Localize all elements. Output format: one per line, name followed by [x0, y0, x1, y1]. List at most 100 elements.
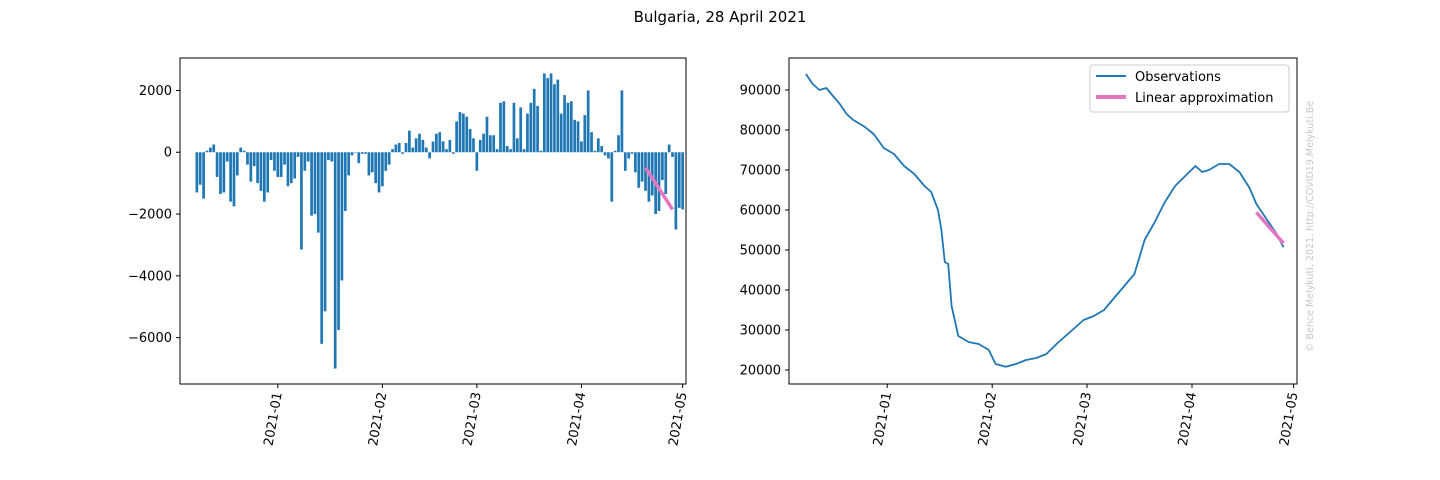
daily-change-bar — [522, 149, 526, 153]
daily-change-bar — [239, 147, 243, 153]
daily-change-bar — [630, 152, 634, 154]
daily-change-bar — [219, 152, 222, 194]
left-x-tick-label: 2021-04 — [565, 391, 589, 447]
daily-change-bar — [384, 152, 388, 171]
left-trend-line — [644, 166, 674, 211]
daily-change-bar — [488, 135, 492, 153]
daily-change-bar — [559, 113, 563, 153]
daily-change-bar — [590, 132, 593, 153]
observations-line — [805, 73, 1285, 368]
daily-change-bar — [451, 152, 455, 154]
daily-change-bar — [441, 141, 445, 153]
daily-change-bar — [377, 152, 381, 193]
daily-change-bar — [593, 150, 597, 153]
daily-change-bar — [478, 139, 482, 153]
daily-change-bar — [657, 152, 661, 211]
daily-change-bar — [269, 152, 273, 160]
daily-change-bar — [475, 152, 479, 171]
daily-change-bar — [330, 152, 334, 162]
daily-change-bar — [401, 152, 404, 154]
daily-change-bars — [195, 73, 684, 369]
right-plot-frame — [788, 57, 1298, 385]
daily-change-bar — [465, 116, 469, 153]
legend-label-observations: Observations — [1135, 70, 1221, 85]
left-linear-approximation — [644, 166, 674, 211]
daily-change-bar — [620, 90, 624, 153]
daily-change-bar — [273, 152, 276, 171]
daily-change-bar — [472, 138, 475, 153]
left-y-tick-label: −2000 — [128, 208, 172, 223]
legend-label-linear-approximation: Linear approximation — [1135, 91, 1273, 106]
daily-change-bar — [634, 152, 637, 173]
right-series-lines — [805, 73, 1285, 368]
left-x-tick-label: 2021-01 — [262, 391, 286, 447]
daily-change-bar — [249, 152, 253, 182]
daily-change-bar — [650, 152, 654, 196]
daily-change-bar — [360, 152, 364, 154]
daily-change-bar — [266, 152, 270, 193]
daily-change-bar — [306, 152, 310, 162]
daily-change-bar — [276, 152, 280, 177]
daily-change-bar — [505, 146, 509, 153]
daily-change-bar — [225, 152, 229, 162]
daily-change-bar — [370, 152, 374, 173]
left-y-tick-label: −6000 — [128, 331, 172, 346]
daily-change-bar — [468, 129, 472, 153]
daily-change-bar — [583, 115, 587, 153]
daily-change-bar — [607, 152, 610, 159]
daily-change-bar — [435, 133, 438, 153]
daily-change-bar — [195, 152, 199, 193]
daily-change-bar — [246, 152, 249, 165]
daily-change-bar — [414, 138, 418, 153]
daily-change-bar — [215, 152, 219, 177]
daily-change-bar — [610, 152, 614, 202]
daily-change-bar — [411, 147, 415, 153]
right-x-tick-label: 2021-05 — [1277, 391, 1301, 447]
daily-change-bar — [347, 152, 351, 176]
daily-change-bar — [482, 133, 485, 153]
daily-change-bar — [209, 147, 212, 153]
right-y-tick-label: 70000 — [740, 164, 781, 179]
daily-change-bar — [674, 152, 678, 230]
daily-change-bar — [394, 144, 398, 153]
daily-change-bar — [613, 150, 617, 153]
daily-change-bar — [431, 141, 435, 153]
daily-change-bar — [259, 152, 263, 191]
daily-change-bar — [667, 144, 671, 153]
daily-change-bar — [566, 102, 570, 153]
daily-change-bar — [232, 152, 236, 207]
daily-change-bar — [502, 101, 506, 153]
right-axis-ticks: 2021-01 2021-02 2021-03 2021-04 2021-05 20000… — [740, 84, 1302, 448]
daily-change-bar — [205, 150, 209, 153]
daily-change-bar — [391, 149, 394, 153]
daily-change-bar — [509, 149, 512, 153]
daily-change-bar — [242, 150, 246, 153]
daily-change-bar — [529, 102, 533, 153]
daily-change-bar — [404, 142, 408, 153]
daily-change-bar — [202, 152, 205, 199]
left-y-tick-label: 0 — [164, 146, 172, 161]
daily-change-bar — [316, 152, 320, 233]
figure-title: Bulgaria, 28 April 2021 — [634, 8, 807, 26]
right-y-tick-label: 90000 — [740, 84, 781, 99]
daily-change-bar — [661, 152, 664, 181]
daily-change-bar — [515, 138, 519, 153]
daily-change-bar — [455, 121, 458, 153]
right-y-tick-label: 80000 — [740, 124, 781, 139]
daily-change-bar — [310, 152, 313, 216]
daily-change-bar — [313, 152, 317, 215]
daily-change-bar — [553, 84, 556, 153]
left-x-tick-label: 2021-03 — [461, 391, 485, 447]
daily-change-bar — [647, 152, 651, 202]
daily-change-bar — [603, 152, 607, 156]
daily-change-bar-chart: 2021-01 2021-02 2021-03 2021-04 2021-05 −6000… — [128, 57, 691, 447]
daily-change-bar — [421, 139, 425, 153]
daily-change-bar — [367, 152, 371, 176]
daily-change-bar — [364, 152, 367, 154]
daily-change-bar — [333, 152, 337, 369]
right-y-tick-label: 60000 — [740, 204, 781, 219]
daily-change-bar — [542, 73, 546, 153]
daily-change-bar — [539, 150, 543, 153]
daily-change-bar — [671, 152, 674, 157]
